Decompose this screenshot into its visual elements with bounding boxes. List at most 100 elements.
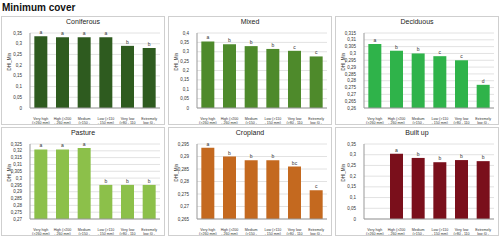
svg-text:0,15: 0,15 <box>347 184 356 189</box>
svg-text:0,295: 0,295 <box>11 183 23 188</box>
svg-text:0: 0 <box>353 217 356 222</box>
svg-text:b: b <box>148 41 151 47</box>
svg-text:c: c <box>293 44 296 50</box>
svg-text:0,25: 0,25 <box>347 163 356 168</box>
svg-text:Medium(>150 -200 mm): Medium(>150 -200 mm) <box>77 228 91 235</box>
svg-text:0,285: 0,285 <box>178 167 190 172</box>
svg-text:0,295: 0,295 <box>345 58 357 63</box>
svg-text:a: a <box>206 141 209 147</box>
svg-text:0,31: 0,31 <box>13 162 22 167</box>
svg-text:0,29: 0,29 <box>13 189 22 194</box>
svg-text:a: a <box>83 141 86 147</box>
svg-text:DHI_Min: DHI_Min <box>341 163 346 181</box>
svg-text:a: a <box>61 30 64 36</box>
svg-text:a: a <box>206 34 209 40</box>
svg-text:b: b <box>395 44 398 50</box>
svg-text:0,265: 0,265 <box>345 99 357 104</box>
svg-text:Low (>110- 150 mm): Low (>110- 150 mm) <box>98 228 115 235</box>
svg-text:Medium(>150 -200 mm): Medium(>150 -200 mm) <box>411 117 425 124</box>
svg-text:0,1: 0,1 <box>183 87 190 92</box>
svg-text:Very low(>80 - 110mm): Very low(>80 - 110mm) <box>286 228 302 235</box>
svg-text:0,15: 0,15 <box>180 77 189 82</box>
svg-text:DHI_Min: DHI_Min <box>341 52 346 70</box>
svg-text:b: b <box>250 39 253 45</box>
svg-text:DHI_Min: DHI_Min <box>174 52 179 70</box>
svg-text:Very low(>80 - 110mm): Very low(>80 - 110mm) <box>453 117 469 124</box>
svg-text:c: c <box>315 183 318 189</box>
svg-text:b: b <box>228 37 231 43</box>
svg-text:0,285: 0,285 <box>345 72 357 77</box>
svg-text:a: a <box>39 142 42 148</box>
svg-text:0,275: 0,275 <box>11 210 23 215</box>
svg-text:High (>200- 260 mm): High (>200- 260 mm) <box>221 117 239 124</box>
svg-text:Medium(>150 -200 mm): Medium(>150 -200 mm) <box>411 228 425 235</box>
svg-text:High (>200- 260 mm): High (>200- 260 mm) <box>54 228 72 235</box>
svg-text:0: 0 <box>186 106 189 111</box>
svg-text:0,295: 0,295 <box>178 142 190 147</box>
svg-text:Medium(>150 -200 mm): Medium(>150 -200 mm) <box>244 228 258 235</box>
svg-text:0,285: 0,285 <box>11 196 23 201</box>
svg-text:0,2: 0,2 <box>16 63 23 68</box>
svg-text:Very low(>80 - 110mm): Very low(>80 - 110mm) <box>119 117 135 124</box>
svg-text:0,275: 0,275 <box>178 192 190 197</box>
svg-text:Very low(>80 - 110mm): Very low(>80 - 110mm) <box>286 117 302 124</box>
svg-text:c: c <box>315 49 318 55</box>
svg-text:0,265: 0,265 <box>178 217 190 222</box>
svg-text:0,315: 0,315 <box>345 31 357 36</box>
svg-text:Very low(>80 - 110mm): Very low(>80 - 110mm) <box>453 228 469 235</box>
svg-text:a: a <box>61 142 64 148</box>
svg-text:0,05: 0,05 <box>180 96 189 101</box>
svg-text:c: c <box>460 53 463 59</box>
svg-text:Very high(>260 mm): Very high(>260 mm) <box>32 117 49 124</box>
svg-text:0,1: 0,1 <box>350 195 357 200</box>
svg-text:0,28: 0,28 <box>347 78 356 83</box>
svg-text:0,27: 0,27 <box>180 204 189 209</box>
svg-text:Extremelylow (0 -80 mm): Extremelylow (0 -80 mm) <box>141 228 157 235</box>
svg-text:DHI_Min: DHI_Min <box>8 52 12 70</box>
svg-text:0,3: 0,3 <box>16 41 23 46</box>
svg-text:0,325: 0,325 <box>11 142 23 147</box>
svg-text:0,35: 0,35 <box>347 142 356 147</box>
svg-text:0,28: 0,28 <box>180 179 189 184</box>
svg-text:0,305: 0,305 <box>11 169 23 174</box>
svg-text:a: a <box>104 30 107 36</box>
svg-text:0,3: 0,3 <box>350 51 357 56</box>
svg-text:0,28: 0,28 <box>13 203 22 208</box>
svg-text:Low (>110- 150 mm): Low (>110- 150 mm) <box>98 117 115 124</box>
svg-text:0,27: 0,27 <box>13 217 22 222</box>
svg-text:Extremelylow (0 -80 mm): Extremelylow (0 -80 mm) <box>141 117 157 124</box>
svg-text:b: b <box>460 153 463 159</box>
svg-text:0,35: 0,35 <box>13 31 22 36</box>
svg-text:0,1: 0,1 <box>16 84 23 89</box>
svg-text:0,15: 0,15 <box>13 73 22 78</box>
svg-text:0,29: 0,29 <box>347 65 356 70</box>
svg-text:b: b <box>438 155 441 161</box>
svg-text:Medium(>150 -200 mm): Medium(>150 -200 mm) <box>77 117 91 124</box>
svg-text:Low (>110- 150 mm): Low (>110- 150 mm) <box>432 228 449 235</box>
svg-text:0,3: 0,3 <box>183 49 190 54</box>
svg-text:Extremelylow (0 -80 mm): Extremelylow (0 -80 mm) <box>475 228 491 235</box>
svg-text:b: b <box>126 39 129 45</box>
svg-text:Extremelylow (0 -80 mm): Extremelylow (0 -80 mm) <box>308 228 324 235</box>
svg-text:High (>200- 260 mm): High (>200- 260 mm) <box>221 228 239 235</box>
svg-text:Medium(>150 -200 mm): Medium(>150 -200 mm) <box>244 117 258 124</box>
svg-text:b: b <box>250 153 253 159</box>
svg-text:0,31: 0,31 <box>347 37 356 42</box>
svg-text:Very high(>260 mm): Very high(>260 mm) <box>366 228 383 235</box>
svg-text:High (>200- 260 mm): High (>200- 260 mm) <box>388 228 406 235</box>
svg-text:High (>200- 260 mm): High (>200- 260 mm) <box>54 117 72 124</box>
svg-text:b: b <box>126 178 129 184</box>
svg-text:Low (>110- 150 mm): Low (>110- 150 mm) <box>265 228 282 235</box>
svg-text:b: b <box>482 154 485 160</box>
svg-text:Very high(>260 mm): Very high(>260 mm) <box>32 228 49 235</box>
svg-text:Low (>110- 150 mm): Low (>110- 150 mm) <box>265 117 282 124</box>
svg-text:0,35: 0,35 <box>180 40 189 45</box>
svg-text:0,25: 0,25 <box>180 59 189 64</box>
svg-text:a: a <box>39 29 42 35</box>
svg-text:0,27: 0,27 <box>347 92 356 97</box>
svg-text:0,305: 0,305 <box>345 44 357 49</box>
svg-text:b: b <box>271 42 274 48</box>
svg-text:0,26: 0,26 <box>347 106 356 111</box>
svg-text:Extremelylow (0 -80 mm): Extremelylow (0 -80 mm) <box>475 117 491 124</box>
svg-text:0,29: 0,29 <box>180 154 189 159</box>
